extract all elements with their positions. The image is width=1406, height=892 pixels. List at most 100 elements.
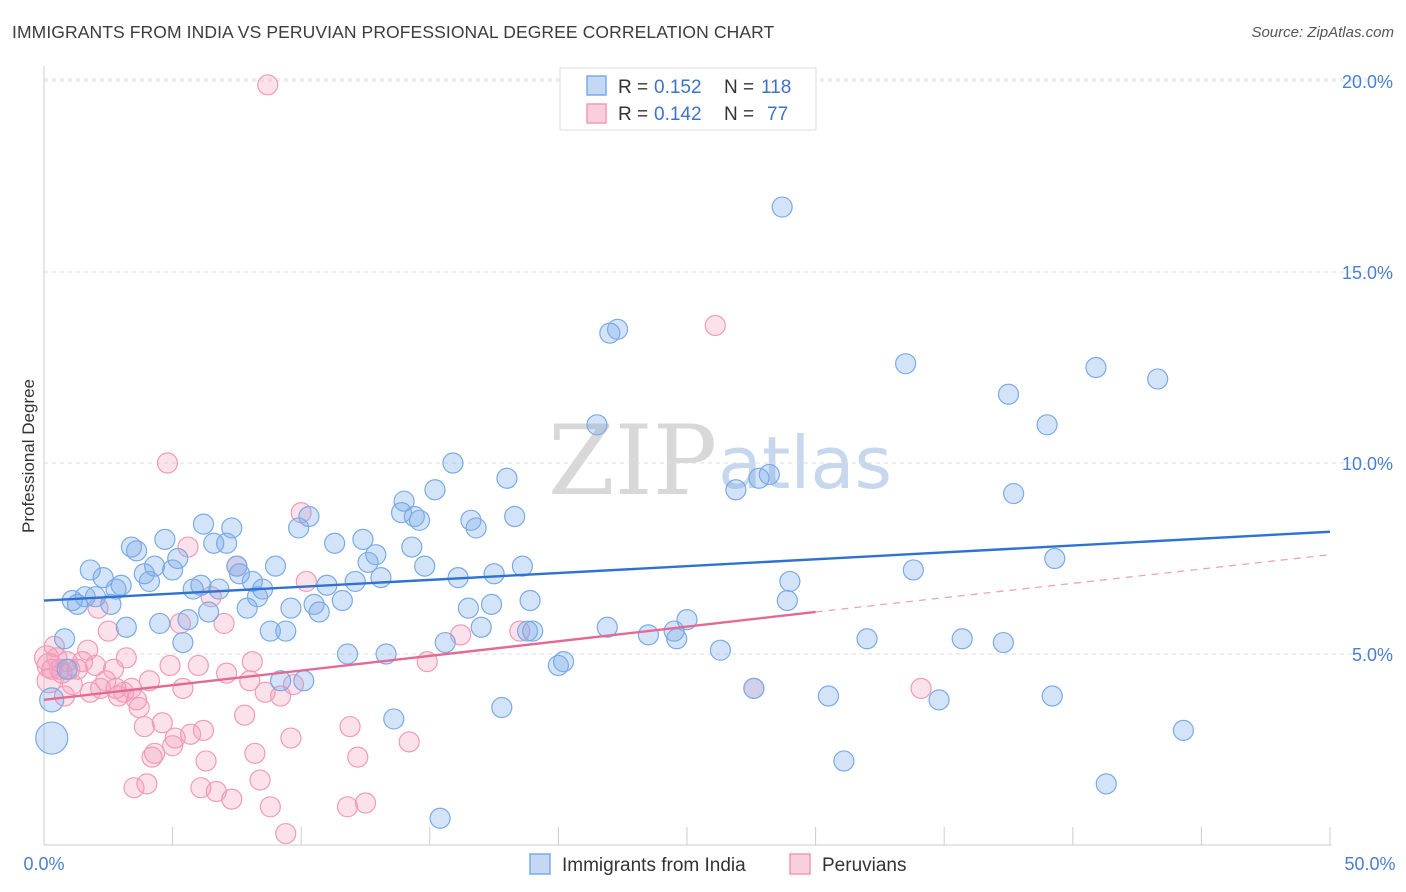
point-india xyxy=(902,559,924,581)
point-india xyxy=(519,589,541,612)
point-peru xyxy=(704,314,726,337)
point-india xyxy=(280,597,302,619)
point-peru xyxy=(244,742,266,764)
point-india xyxy=(192,513,215,535)
point-peru xyxy=(123,777,145,799)
point-india xyxy=(125,540,148,562)
point-peru xyxy=(192,719,215,742)
point-peru xyxy=(180,723,202,745)
point-peru xyxy=(187,654,209,677)
point-india xyxy=(154,528,176,551)
legend-peru-n-label: N = xyxy=(724,104,754,125)
point-india xyxy=(429,807,451,829)
point-india xyxy=(771,196,793,218)
point-peru xyxy=(71,651,94,673)
point-india xyxy=(336,643,359,665)
point-india xyxy=(992,631,1014,654)
point-india xyxy=(637,624,660,646)
legend-peru-n-value: 77 xyxy=(767,104,788,125)
y-axis-title: Professional Degree xyxy=(19,379,38,533)
point-peru xyxy=(257,74,279,96)
point-india xyxy=(393,490,415,512)
point-india xyxy=(408,509,431,531)
point-peru xyxy=(450,624,472,646)
point-india xyxy=(344,570,366,593)
point-india xyxy=(552,651,575,673)
point-india xyxy=(264,555,287,577)
point-peru xyxy=(336,796,359,818)
legend-swatch-india xyxy=(586,75,607,96)
y-tick-label: 20.0% xyxy=(1342,72,1393,92)
y-tick-label: 5.0% xyxy=(1352,645,1393,665)
point-peru xyxy=(128,696,150,719)
point-india xyxy=(817,685,840,707)
point-india xyxy=(293,670,315,692)
x-axis-ticks xyxy=(43,827,1331,845)
point-peru xyxy=(156,452,179,474)
point-india xyxy=(951,628,973,650)
point-peru xyxy=(136,773,158,795)
point-india xyxy=(483,563,505,585)
legend-peru-r-label: R = xyxy=(618,104,648,125)
point-peru xyxy=(275,822,297,845)
point-peru xyxy=(221,788,243,810)
point-india xyxy=(115,616,137,638)
point-india xyxy=(606,318,629,340)
point-peru xyxy=(97,620,119,642)
y-tick-labels: 5.0% 10.0% 15.0% 20.0% xyxy=(1342,72,1393,665)
point-india xyxy=(1172,719,1194,742)
point-india xyxy=(143,555,166,577)
point-india xyxy=(511,555,533,577)
point-india xyxy=(743,677,765,699)
point-peru xyxy=(910,677,932,699)
point-india xyxy=(496,467,518,489)
point-india xyxy=(275,620,297,642)
point-india xyxy=(401,536,423,558)
point-peru xyxy=(115,647,137,669)
bottom-legend: Immigrants from India Peruvians xyxy=(529,853,907,876)
point-peru xyxy=(280,727,302,749)
point-india xyxy=(442,452,464,474)
point-india xyxy=(110,574,132,596)
point-india xyxy=(1044,547,1066,570)
bottom-legend-peru: Peruvians xyxy=(822,855,907,876)
point-peru xyxy=(249,769,271,791)
point-india xyxy=(1036,414,1058,436)
point-peru xyxy=(77,639,99,661)
point-india xyxy=(434,631,456,654)
point-peru xyxy=(347,746,369,768)
source-label: Source: ZipAtlas.com xyxy=(1251,24,1394,41)
point-india xyxy=(833,750,855,772)
point-india xyxy=(491,696,513,719)
point-peru xyxy=(398,731,420,753)
point-india xyxy=(375,643,397,665)
point-india xyxy=(352,528,374,551)
point-india xyxy=(208,578,230,600)
point-india xyxy=(725,479,747,501)
point-peru xyxy=(143,742,166,764)
chart-title: IMMIGRANTS FROM INDIA VS PERUVIAN PROFES… xyxy=(12,22,775,42)
point-india xyxy=(414,555,436,577)
point-india xyxy=(676,609,698,631)
point-peru xyxy=(195,750,217,772)
point-india xyxy=(167,547,189,570)
point-peru xyxy=(354,792,377,814)
trend-line-peru-extended xyxy=(815,554,1331,613)
point-peru xyxy=(213,612,235,635)
bottom-legend-india: Immigrants from India xyxy=(562,855,746,876)
point-india xyxy=(596,616,618,638)
legend-peru-r-value: 0.142 xyxy=(654,104,702,125)
bottom-legend-swatch-india xyxy=(529,853,551,875)
trend-line-india xyxy=(43,530,1331,602)
point-peru xyxy=(151,712,173,734)
point-india xyxy=(190,574,212,596)
bottom-legend-swatch-peru xyxy=(789,853,811,875)
point-india xyxy=(465,517,487,539)
point-india xyxy=(298,505,320,528)
point-peru xyxy=(172,677,194,699)
point-india xyxy=(1095,773,1117,795)
point-india xyxy=(324,532,346,554)
legend-india-n-label: N = xyxy=(724,77,754,98)
trend-line-peru xyxy=(43,610,816,702)
